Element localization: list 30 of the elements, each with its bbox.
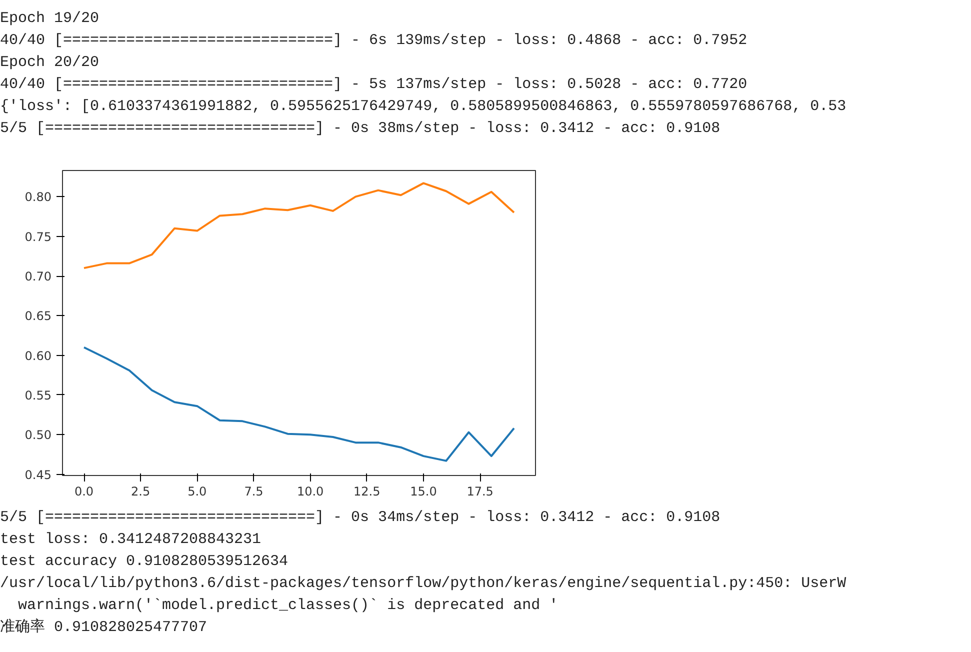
x-tick-label: 0.0	[74, 484, 94, 498]
text: 准确率 0.910828025477707	[0, 619, 208, 636]
text: Epoch 19/20	[0, 10, 100, 27]
x-tick-label: 10.0	[296, 484, 324, 498]
x-tick-label: 2.5	[131, 484, 150, 498]
x-tick-label: 5.0	[188, 484, 207, 498]
text: warnings.warn('`model.predict_classes()` is deprecated and '	[18, 597, 558, 614]
x-tick-label: 15.0	[410, 484, 437, 498]
y-tick-label: 0.80	[24, 190, 52, 204]
line-series	[83, 346, 515, 462]
y-tick-label: 0.65	[24, 309, 52, 324]
y-tick-label: 0.70	[24, 270, 52, 284]
x-tick-label: 17.5	[466, 484, 494, 498]
x-tick-label: 12.5	[354, 484, 380, 498]
text: test accuracy 0.9108280539512634	[0, 553, 288, 570]
text: 5/5 [==============================] - 0s 38ms/step - loss: 0.3412 - acc: 0.9108	[0, 120, 720, 137]
y-tick-label: 0.55	[24, 388, 52, 402]
text: 5/5 [==============================] - 0s 34ms/step - loss: 0.3412 - acc: 0.9108	[0, 509, 720, 526]
text: 40/40 [==============================] - 6s 139ms/step - loss: 0.4868 - acc: 0.7952	[0, 32, 748, 49]
x-tick-label: 7.5	[244, 484, 264, 498]
text: 40/40 [==============================] - 5s 137ms/step - loss: 0.5028 - acc: 0.7720	[0, 76, 748, 93]
text: Epoch 20/20	[0, 54, 100, 71]
y-tick-label: 0.75	[24, 230, 52, 244]
y-tick-label: 0.45	[24, 468, 52, 482]
line-series	[83, 182, 515, 270]
text: /usr/local/lib/python3.6/dist-packages/tensorflow/python/keras/engine/sequential.py:450: UserW	[0, 575, 846, 592]
text: {'loss': [0.6103374361991882, 0.5955625176429749, 0.5805899500846863, 0.5559780597686768, 0.53	[0, 98, 846, 115]
text: test loss: 0.3412487208843231	[0, 531, 262, 548]
y-tick-label: 0.60	[24, 348, 52, 363]
y-tick-label: 0.50	[24, 428, 52, 442]
